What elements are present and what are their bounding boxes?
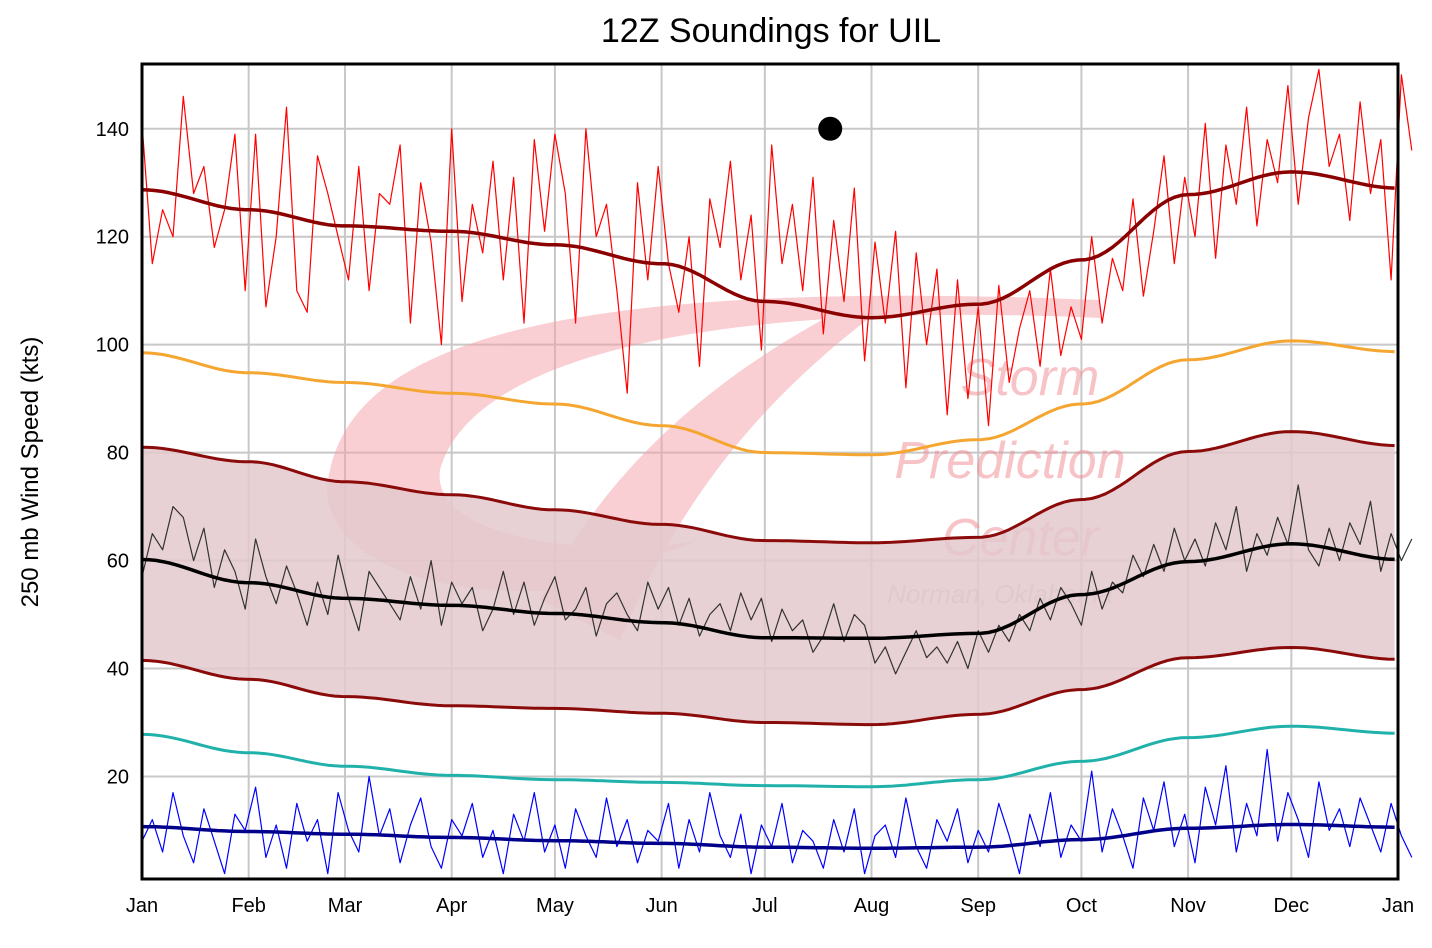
x-tick-label: Apr xyxy=(436,895,467,917)
y-axis-label: 250 mb Wind Speed (kts) xyxy=(17,337,44,608)
y-tick-label: 80 xyxy=(107,443,129,465)
daily-series xyxy=(141,68,1413,875)
x-tick-label: Jun xyxy=(645,895,677,917)
x-tick-label: Jul xyxy=(752,895,778,917)
watermark-text: Storm xyxy=(961,349,1100,407)
x-tick-label: Nov xyxy=(1170,895,1206,917)
y-tick-label: 120 xyxy=(96,227,129,249)
markers xyxy=(818,116,843,141)
chart-title: 12Z Soundings for UIL xyxy=(601,12,941,50)
x-tick-label: May xyxy=(536,895,574,917)
upper-std-line xyxy=(141,430,1395,545)
min-smoothed-line xyxy=(141,822,1395,850)
mean-line xyxy=(141,542,1395,641)
spc-logo-swoosh xyxy=(327,295,1100,592)
daily-mean-line xyxy=(141,484,1413,675)
max-smoothed-line xyxy=(141,170,1395,320)
std-band xyxy=(142,431,1395,725)
x-tick-label: Jan xyxy=(1382,895,1414,917)
y-ticks: 20 40 60 80 100 120 140 xyxy=(96,119,129,789)
smoothed-series xyxy=(141,170,1395,850)
daily-max-line xyxy=(141,68,1413,427)
y-tick-label: 100 xyxy=(96,335,129,357)
p99-line xyxy=(141,339,1395,457)
watermark-text: Prediction xyxy=(894,432,1125,490)
y-tick-label: 140 xyxy=(96,119,129,141)
current-observation-point xyxy=(818,116,843,141)
y-tick-label: 20 xyxy=(107,766,129,788)
x-tick-label: Aug xyxy=(854,895,890,917)
daily-min-line xyxy=(141,748,1413,875)
x-ticks: Jan Feb Mar Apr May Jun Jul Aug Sep Oct Nov Dec Jan xyxy=(126,895,1414,917)
std-band-fill xyxy=(142,431,1395,725)
p1-line xyxy=(141,724,1395,789)
x-tick-label: Sep xyxy=(960,895,996,917)
y-tick-label: 40 xyxy=(107,659,129,681)
x-tick-label: Feb xyxy=(231,895,265,917)
y-tick-label: 60 xyxy=(107,551,129,573)
x-tick-label: Oct xyxy=(1066,895,1098,917)
x-tick-label: Jan xyxy=(126,895,158,917)
x-tick-label: Mar xyxy=(328,895,363,917)
lower-std-line xyxy=(141,646,1395,727)
x-tick-label: Dec xyxy=(1274,895,1310,917)
plot-frame xyxy=(140,62,1400,881)
